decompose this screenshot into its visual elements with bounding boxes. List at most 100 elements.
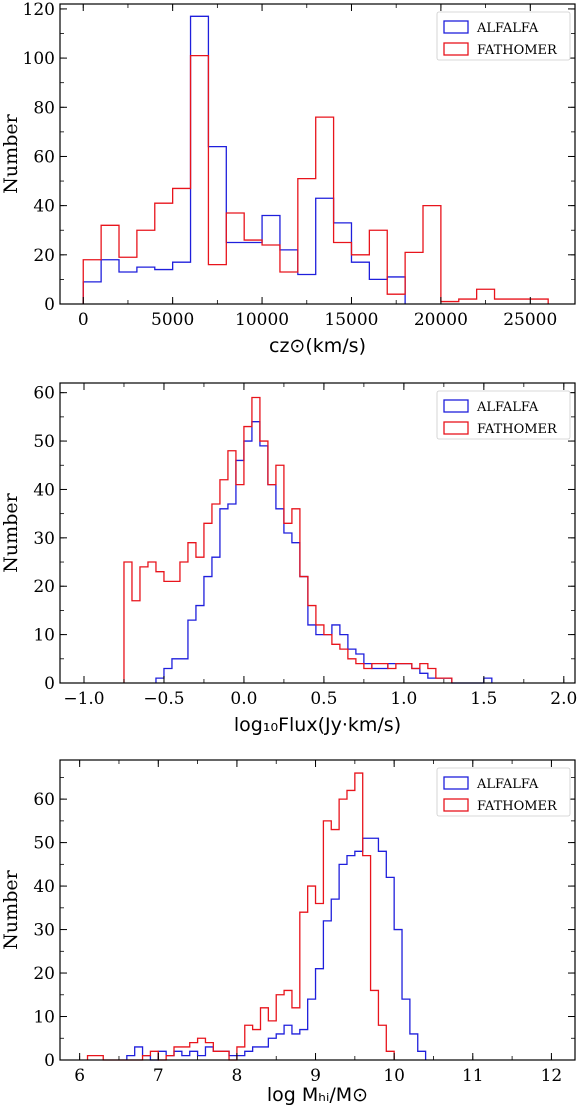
bar-alfalfa: [244, 441, 252, 683]
bar-fathomer: [260, 1008, 268, 1060]
bar-fathomer: [220, 480, 228, 683]
bar-fathomer: [226, 213, 244, 304]
x-tick-label: −0.5: [143, 689, 184, 709]
bar-fathomer: [372, 664, 380, 683]
bar-alfalfa: [396, 664, 404, 683]
bar-alfalfa: [237, 1056, 245, 1060]
bar-alfalfa: [252, 422, 260, 683]
bar-fathomer: [316, 625, 324, 683]
bar-alfalfa: [292, 543, 300, 683]
bar-fathomer: [148, 562, 156, 683]
bar-fathomer: [101, 225, 119, 304]
bar-alfalfa: [316, 198, 334, 304]
bar-fathomer: [228, 451, 236, 683]
bar-fathomer: [166, 1056, 174, 1060]
bar-fathomer: [212, 504, 220, 683]
step-outline-alfalfa: [155, 421, 493, 684]
bar-fathomer: [155, 203, 173, 304]
bar-alfalfa: [135, 1047, 143, 1060]
bar-alfalfa: [127, 1056, 135, 1060]
bar-alfalfa: [158, 1051, 166, 1060]
bar-fathomer: [276, 995, 284, 1060]
legend-label-fathomer: FATHOMER: [477, 422, 558, 437]
bar-alfalfa: [323, 921, 331, 1060]
bar-alfalfa: [347, 856, 355, 1060]
bar-alfalfa: [386, 877, 394, 1060]
bar-alfalfa: [226, 243, 244, 304]
bar-fathomer: [260, 441, 268, 683]
bar-alfalfa: [364, 664, 372, 683]
bar-fathomer: [182, 1047, 190, 1060]
bar-fathomer: [331, 830, 339, 1060]
bar-fathomer: [380, 664, 388, 683]
bar-fathomer: [221, 1051, 229, 1060]
x-tick-label: 20000: [414, 310, 468, 330]
legend-swatch-alfalfa: [443, 776, 469, 790]
x-tick-label: 1.0: [390, 689, 417, 709]
x-tick-label: 1.5: [470, 689, 497, 709]
bar-alfalfa: [276, 1034, 284, 1060]
bar-fathomer: [347, 790, 355, 1060]
bar-fathomer: [404, 664, 412, 683]
legend-label-alfalfa: ALFALFA: [476, 777, 539, 792]
bar-alfalfa: [316, 969, 324, 1060]
x-tick-label: 25000: [503, 310, 557, 330]
bar-alfalfa: [213, 1051, 221, 1060]
bar-fathomer: [244, 427, 252, 683]
step-outline-fathomer: [82, 54, 549, 304]
bar-fathomer: [308, 606, 316, 683]
bar-fathomer: [268, 485, 276, 683]
bar-fathomer: [95, 1056, 103, 1060]
panel-mass: 6 7 8 9 10 11 12 0 10 20 30 40 50 60 Number log Mₕᵢ/M⊙ A…: [0, 759, 576, 1106]
x-tick-label: 6: [74, 1066, 85, 1086]
bar-alfalfa: [388, 664, 396, 683]
y-tick-label: 0: [44, 295, 55, 315]
y-tick-label: 40: [33, 877, 55, 897]
bar-alfalfa: [280, 250, 298, 304]
bar-alfalfa: [284, 1025, 292, 1060]
bar-fathomer: [196, 557, 204, 683]
bar-fathomer: [388, 668, 396, 683]
legend-box: [436, 390, 571, 440]
legend-label-fathomer: FATHOMER: [477, 799, 558, 814]
bar-alfalfa: [173, 262, 191, 304]
bar-alfalfa: [363, 838, 371, 1060]
bar-fathomer: [444, 678, 452, 683]
bar-alfalfa: [205, 1047, 213, 1060]
y-tick-label: 10: [33, 1008, 55, 1028]
bar-fathomer: [298, 179, 316, 304]
x-tick-label: 12: [541, 1066, 563, 1086]
legend-swatch-fathomer: [443, 42, 469, 56]
bar-alfalfa: [378, 851, 386, 1060]
bar-alfalfa: [204, 577, 212, 683]
x-axis-title: log Mₕᵢ/M⊙: [267, 1084, 368, 1106]
legend-swatch-alfalfa: [443, 399, 469, 413]
y-tick-label: 40: [33, 480, 55, 500]
bar-alfalfa: [156, 678, 164, 683]
bar-fathomer: [204, 523, 212, 683]
bar-alfalfa: [339, 864, 347, 1060]
x-tick-label: 10: [383, 1066, 405, 1086]
bar-fathomer: [428, 668, 436, 683]
bar-alfalfa: [190, 1051, 198, 1060]
bar-fathomer: [280, 272, 298, 304]
bar-alfalfa: [198, 1056, 206, 1060]
y-tick-label: 60: [33, 147, 55, 167]
bar-fathomer: [164, 581, 172, 683]
legend: ALFALFA FATHOMER: [436, 11, 571, 61]
bar-alfalfa: [83, 282, 101, 304]
step-outline-fathomer: [123, 396, 453, 683]
bar-fathomer: [132, 601, 140, 683]
bar-alfalfa: [355, 851, 363, 1060]
bar-fathomer: [396, 664, 404, 683]
bar-fathomer: [244, 240, 262, 304]
bar-alfalfa: [371, 838, 379, 1060]
bar-fathomer: [530, 299, 548, 304]
bar-fathomer: [339, 799, 347, 1060]
legend: ALFALFA FATHOMER: [436, 390, 571, 440]
bar-fathomer: [245, 1025, 253, 1060]
y-axis-title: Number: [0, 869, 22, 949]
y-tick-label: 40: [33, 197, 55, 217]
bar-alfalfa: [348, 649, 356, 683]
x-tick-label: 7: [153, 1066, 164, 1086]
